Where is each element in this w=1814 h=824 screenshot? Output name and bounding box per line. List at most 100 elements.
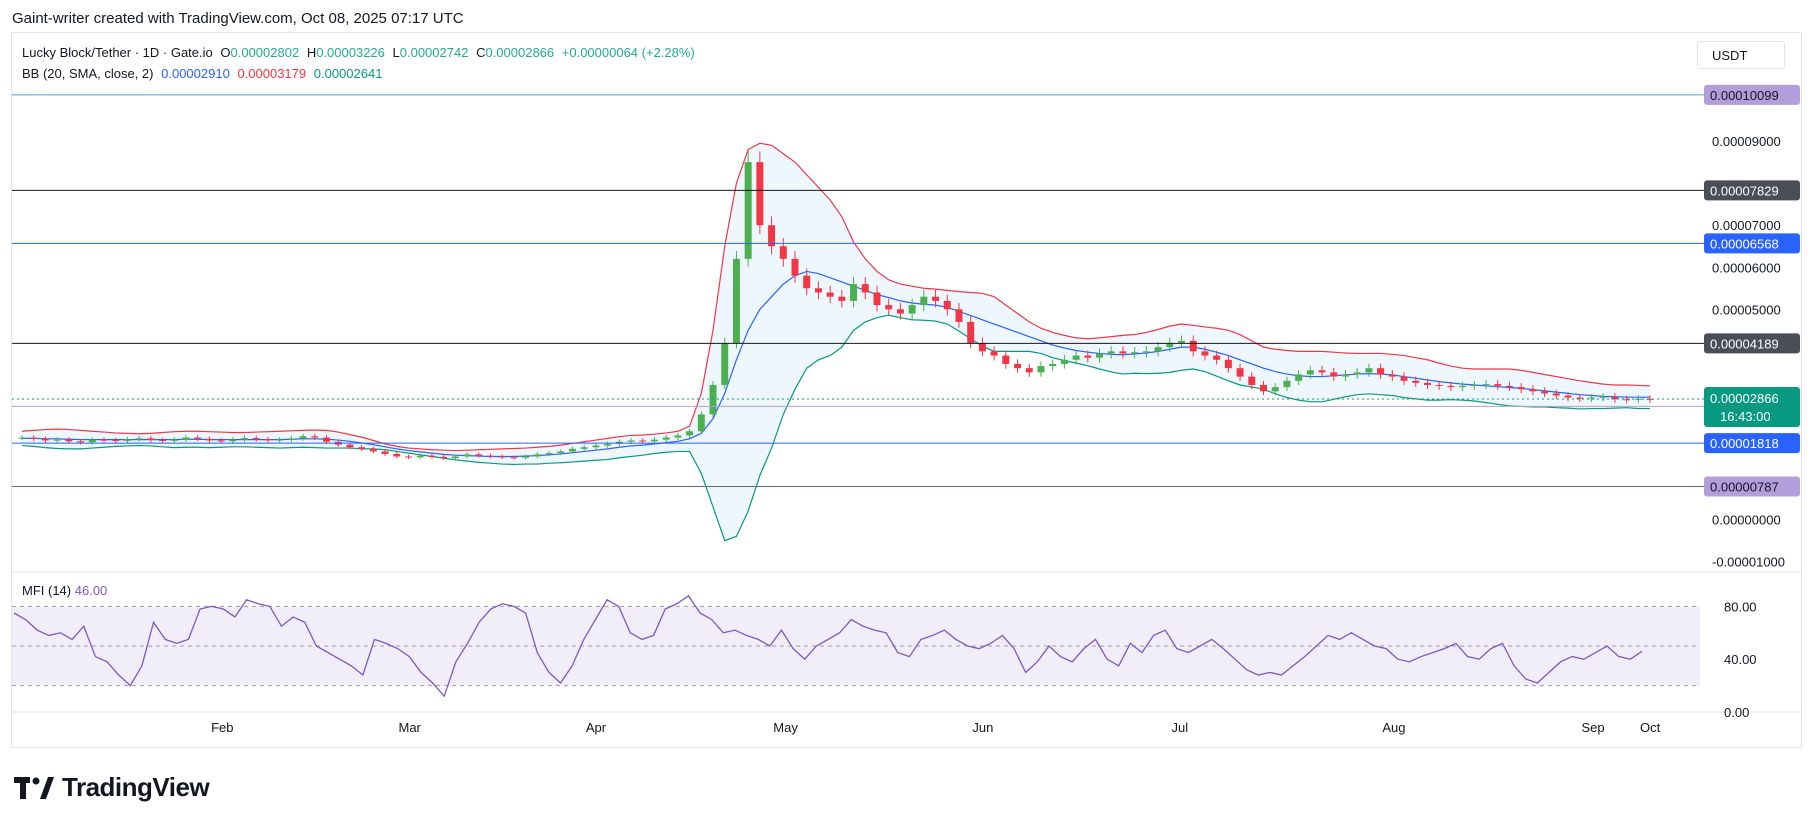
candle-body	[1096, 353, 1104, 358]
candle-body	[1587, 397, 1595, 399]
currency-button[interactable]: USDT	[1697, 41, 1785, 69]
candle-body	[1189, 340, 1197, 352]
candle-body	[967, 321, 975, 343]
tradingview-logo[interactable]: TradingView	[14, 772, 210, 803]
candle-body	[53, 439, 61, 441]
level-tag	[1704, 476, 1800, 497]
time-axis-tick: Aug	[1382, 720, 1405, 735]
candle-body	[1517, 387, 1525, 390]
open-value: 0.00002802	[230, 45, 300, 60]
candle-body	[1623, 399, 1631, 401]
candle-body	[662, 437, 670, 440]
candle-body	[217, 440, 225, 442]
candle-body	[803, 275, 811, 289]
candle-body	[1248, 376, 1256, 385]
time-axis-tick: Apr	[586, 720, 607, 735]
candle-body	[896, 309, 904, 314]
candle-body	[487, 455, 494, 457]
candle-body	[416, 455, 424, 458]
mfi-label: MFI (14)	[22, 583, 72, 598]
bb-lower-value: 0.00002641	[313, 66, 383, 81]
mfi-axis-tick: 40.00	[1724, 652, 1757, 667]
bb-label: BB (20, SMA, close, 2)	[22, 66, 154, 81]
candle-body	[159, 440, 167, 442]
candle-body	[1037, 366, 1045, 373]
candle-body	[135, 438, 143, 440]
candle-body	[1470, 384, 1478, 386]
candle-body	[1213, 355, 1221, 360]
level-tag-label: 0.00006568	[1710, 236, 1779, 251]
open-label: O	[220, 45, 231, 60]
candle-body	[557, 451, 565, 454]
candle-body	[88, 439, 96, 443]
candle-body	[498, 456, 506, 458]
level-tag-label: 0.00004189	[1710, 336, 1779, 351]
time-axis-tick: Jul	[1172, 720, 1189, 735]
candle-body	[1388, 374, 1396, 377]
tradingview-logo-icon	[14, 776, 54, 799]
low-label: L	[392, 45, 400, 60]
candle-body	[522, 456, 530, 458]
candle-body	[1341, 374, 1349, 377]
candle-body	[1131, 352, 1139, 354]
level-tag-label: 0.00000787	[1710, 479, 1779, 494]
candle-body	[100, 439, 108, 441]
candle-body	[1482, 384, 1490, 386]
last-price-tag	[1704, 387, 1800, 428]
candle-body	[299, 436, 307, 439]
level-tag-label: 0.00007829	[1710, 183, 1779, 198]
change-value: +0.00000064 (+2.28%)	[561, 45, 695, 60]
candle-body	[826, 292, 834, 297]
candle-body	[932, 296, 940, 301]
candle-body	[943, 300, 951, 310]
bb-upper-value: 0.00003179	[237, 66, 307, 81]
candle-body	[990, 351, 998, 356]
candle-body	[1611, 396, 1619, 400]
price-axis-tick: 0.00009000	[1712, 134, 1781, 149]
candle-body	[205, 438, 213, 441]
candle-body	[732, 258, 740, 343]
candle-body	[908, 305, 916, 314]
bb-upper-line	[21, 142, 1651, 452]
candle-body	[393, 453, 401, 457]
candle-body	[1435, 384, 1443, 386]
candle-body	[1201, 351, 1209, 356]
close-label: C	[476, 45, 486, 60]
candle-body	[1166, 342, 1174, 348]
time-axis-tick: Jun	[972, 720, 993, 735]
chart-caption: Gaint-writer created with TradingView.co…	[12, 10, 464, 27]
bb-basis-value: 0.00002910	[161, 66, 230, 81]
candle-body	[451, 456, 459, 459]
candle-body	[18, 437, 26, 439]
candle-body	[709, 384, 717, 415]
candle-body	[686, 431, 694, 436]
candle-body	[264, 439, 272, 441]
candle-body	[814, 288, 822, 293]
candle-body	[1283, 380, 1291, 388]
candle-body	[1236, 368, 1244, 377]
candle-body	[1377, 368, 1385, 375]
candle-body	[1107, 351, 1115, 354]
symbol-label: Lucky Block/Tether · 1D · Gate.io	[22, 45, 213, 60]
candle-body	[112, 440, 120, 442]
high-value: 0.00003226	[316, 45, 385, 60]
candle-body	[768, 225, 776, 247]
candle-body	[123, 439, 131, 441]
candle-body	[1119, 351, 1127, 354]
candle-body	[955, 309, 963, 322]
candle-body	[170, 439, 178, 441]
candle-body	[1459, 385, 1467, 388]
candle-body	[1178, 340, 1185, 343]
candle-body	[1447, 385, 1455, 388]
candle-body	[41, 438, 49, 441]
last-price-label: 0.00002866	[1710, 391, 1779, 406]
price-axis-tick: -0.00001000	[1712, 555, 1785, 570]
candle-body	[1084, 355, 1092, 358]
candle-body	[861, 284, 869, 293]
candle-body	[1271, 387, 1279, 392]
candle-body	[1552, 393, 1560, 396]
candle-body	[978, 342, 986, 352]
low-value: 0.00002742	[399, 45, 469, 60]
candle-body	[545, 453, 553, 455]
